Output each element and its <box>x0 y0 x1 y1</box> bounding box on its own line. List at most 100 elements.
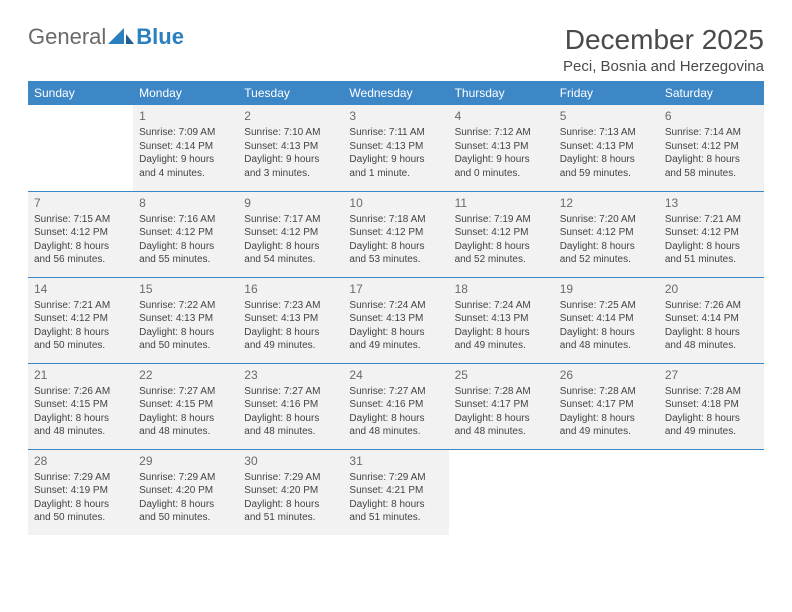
day-number: 6 <box>665 108 758 124</box>
daylight-label: Daylight: 8 hours and 48 minutes. <box>665 326 758 353</box>
sunset-label: Sunset: 4:13 PM <box>244 140 337 154</box>
calendar-day-cell: 10Sunrise: 7:18 AMSunset: 4:12 PMDayligh… <box>343 191 448 277</box>
day-number: 1 <box>139 108 232 124</box>
calendar-day-cell <box>554 449 659 535</box>
sunset-label: Sunset: 4:13 PM <box>560 140 653 154</box>
sunrise-label: Sunrise: 7:27 AM <box>244 385 337 399</box>
daylight-label: Daylight: 8 hours and 49 minutes. <box>349 326 442 353</box>
day-number: 16 <box>244 281 337 297</box>
daylight-label: Daylight: 9 hours and 4 minutes. <box>139 153 232 180</box>
daylight-label: Daylight: 8 hours and 48 minutes. <box>349 412 442 439</box>
day-number: 13 <box>665 195 758 211</box>
daylight-label: Daylight: 8 hours and 48 minutes. <box>244 412 337 439</box>
day-number: 31 <box>349 453 442 469</box>
day-number: 5 <box>560 108 653 124</box>
sunrise-label: Sunrise: 7:29 AM <box>139 471 232 485</box>
calendar-week-row: 21Sunrise: 7:26 AMSunset: 4:15 PMDayligh… <box>28 363 764 449</box>
sunset-label: Sunset: 4:12 PM <box>34 226 127 240</box>
sunrise-label: Sunrise: 7:22 AM <box>139 299 232 313</box>
sunrise-label: Sunrise: 7:29 AM <box>244 471 337 485</box>
sail-icon <box>108 28 134 46</box>
weekday-header: Sunday <box>28 81 133 105</box>
sunrise-label: Sunrise: 7:27 AM <box>139 385 232 399</box>
sunset-label: Sunset: 4:14 PM <box>560 312 653 326</box>
calendar-day-cell: 21Sunrise: 7:26 AMSunset: 4:15 PMDayligh… <box>28 363 133 449</box>
weekday-header: Wednesday <box>343 81 448 105</box>
daylight-label: Daylight: 8 hours and 56 minutes. <box>34 240 127 267</box>
brand-part1: General <box>28 24 106 50</box>
daylight-label: Daylight: 8 hours and 51 minutes. <box>244 498 337 525</box>
sunset-label: Sunset: 4:16 PM <box>244 398 337 412</box>
weekday-header: Saturday <box>659 81 764 105</box>
sunrise-label: Sunrise: 7:20 AM <box>560 213 653 227</box>
calendar-day-cell: 5Sunrise: 7:13 AMSunset: 4:13 PMDaylight… <box>554 105 659 191</box>
daylight-label: Daylight: 8 hours and 51 minutes. <box>665 240 758 267</box>
calendar-day-cell: 22Sunrise: 7:27 AMSunset: 4:15 PMDayligh… <box>133 363 238 449</box>
calendar-table: Sunday Monday Tuesday Wednesday Thursday… <box>28 81 764 535</box>
day-number: 28 <box>34 453 127 469</box>
calendar-day-cell: 1Sunrise: 7:09 AMSunset: 4:14 PMDaylight… <box>133 105 238 191</box>
sunrise-label: Sunrise: 7:21 AM <box>665 213 758 227</box>
daylight-label: Daylight: 8 hours and 52 minutes. <box>560 240 653 267</box>
weekday-header-row: Sunday Monday Tuesday Wednesday Thursday… <box>28 81 764 105</box>
day-number: 21 <box>34 367 127 383</box>
sunset-label: Sunset: 4:17 PM <box>560 398 653 412</box>
day-number: 29 <box>139 453 232 469</box>
day-number: 18 <box>455 281 548 297</box>
calendar-day-cell: 24 Sunrise: 7:27 AMSunset: 4:16 PMDayligh… <box>343 363 448 449</box>
sunset-label: Sunset: 4:17 PM <box>455 398 548 412</box>
day-number: 19 <box>560 281 653 297</box>
day-number: 17 <box>349 281 442 297</box>
sunset-label: Sunset: 4:13 PM <box>349 140 442 154</box>
day-number: 7 <box>34 195 127 211</box>
sunrise-label: Sunrise: 7:15 AM <box>34 213 127 227</box>
daylight-label: Daylight: 8 hours and 49 minutes. <box>665 412 758 439</box>
sunset-label: Sunset: 4:13 PM <box>455 312 548 326</box>
sunset-label: Sunset: 4:18 PM <box>665 398 758 412</box>
daylight-label: Daylight: 9 hours and 0 minutes. <box>455 153 548 180</box>
sunrise-label: Sunrise: 7:23 AM <box>244 299 337 313</box>
day-number: 15 <box>139 281 232 297</box>
daylight-label: Daylight: 8 hours and 48 minutes. <box>455 412 548 439</box>
daylight-label: Daylight: 8 hours and 48 minutes. <box>560 326 653 353</box>
daylight-label: Daylight: 8 hours and 50 minutes. <box>34 326 127 353</box>
sunrise-label: Sunrise: 7:28 AM <box>665 385 758 399</box>
weekday-header: Tuesday <box>238 81 343 105</box>
weekday-header: Thursday <box>449 81 554 105</box>
calendar-day-cell: 15Sunrise: 7:22 AMSunset: 4:13 PMDayligh… <box>133 277 238 363</box>
daylight-label: Daylight: 8 hours and 51 minutes. <box>349 498 442 525</box>
sunrise-label: Sunrise: 7:12 AM <box>455 126 548 140</box>
calendar-day-cell: 20Sunrise: 7:26 AMSunset: 4:14 PMDayligh… <box>659 277 764 363</box>
sunset-label: Sunset: 4:16 PM <box>349 398 442 412</box>
sunrise-label: Sunrise: 7:27 AM <box>349 385 442 399</box>
sunrise-label: Sunrise: 7:28 AM <box>455 385 548 399</box>
day-number: 27 <box>665 367 758 383</box>
sunset-label: Sunset: 4:12 PM <box>139 226 232 240</box>
weekday-header: Monday <box>133 81 238 105</box>
calendar-day-cell: 31Sunrise: 7:29 AMSunset: 4:21 PMDayligh… <box>343 449 448 535</box>
day-number: 24 <box>349 367 442 383</box>
calendar-day-cell: 25Sunrise: 7:28 AMSunset: 4:17 PMDayligh… <box>449 363 554 449</box>
sunset-label: Sunset: 4:12 PM <box>244 226 337 240</box>
sunrise-label: Sunrise: 7:10 AM <box>244 126 337 140</box>
sunset-label: Sunset: 4:19 PM <box>34 484 127 498</box>
sunrise-label: Sunrise: 7:21 AM <box>34 299 127 313</box>
calendar-day-cell: 12Sunrise: 7:20 AMSunset: 4:12 PMDayligh… <box>554 191 659 277</box>
sunrise-label: Sunrise: 7:17 AM <box>244 213 337 227</box>
daylight-label: Daylight: 8 hours and 54 minutes. <box>244 240 337 267</box>
day-number: 20 <box>665 281 758 297</box>
daylight-label: Daylight: 8 hours and 50 minutes. <box>139 326 232 353</box>
day-number: 14 <box>34 281 127 297</box>
sunrise-label: Sunrise: 7:14 AM <box>665 126 758 140</box>
day-number: 11 <box>455 195 548 211</box>
daylight-label: Daylight: 8 hours and 49 minutes. <box>244 326 337 353</box>
day-number: 26 <box>560 367 653 383</box>
calendar-day-cell <box>28 105 133 191</box>
daylight-label: Daylight: 8 hours and 59 minutes. <box>560 153 653 180</box>
calendar-day-cell: 6Sunrise: 7:14 AMSunset: 4:12 PMDaylight… <box>659 105 764 191</box>
brand-logo: General Blue <box>28 24 184 50</box>
sunset-label: Sunset: 4:13 PM <box>244 312 337 326</box>
day-number: 8 <box>139 195 232 211</box>
calendar-body: 1Sunrise: 7:09 AMSunset: 4:14 PMDaylight… <box>28 105 764 535</box>
daylight-label: Daylight: 8 hours and 52 minutes. <box>455 240 548 267</box>
